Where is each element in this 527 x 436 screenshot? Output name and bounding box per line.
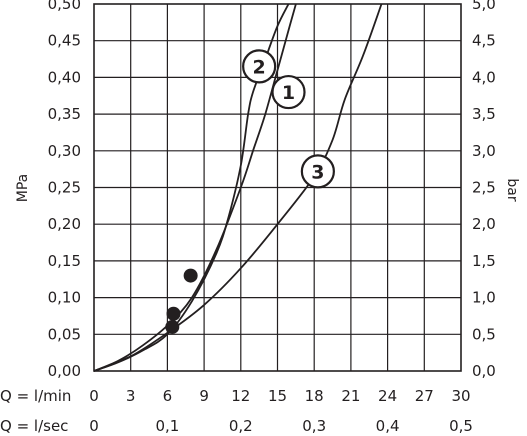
x-tick-primary: 12 (231, 387, 250, 405)
y-tick-right: 2,5 (472, 179, 496, 197)
y-tick-right: 1,5 (472, 252, 496, 270)
x-tick-primary: 24 (378, 387, 397, 405)
series-label-1: 1 (282, 82, 295, 104)
series-marker-1 (183, 268, 198, 283)
x-tick-primary: 30 (451, 387, 470, 405)
y-tick-left: 0,15 (48, 252, 81, 270)
y-tick-right: 0,5 (472, 325, 496, 343)
y-tick-left: 0,10 (48, 289, 81, 307)
series-line-1 (93, 3, 297, 372)
x-tick-secondary: 0,3 (302, 417, 326, 435)
y-axis-label-right: bar (504, 178, 520, 201)
x-tick-secondary: 0,4 (376, 417, 400, 435)
x-tick-primary: 21 (341, 387, 360, 405)
series-label-2: 2 (253, 56, 266, 78)
y-tick-left: 0,20 (48, 215, 81, 233)
series-callout-ring-2 (242, 49, 277, 84)
grid (94, 4, 461, 371)
y-tick-left: 0,50 (48, 0, 81, 13)
x-axis-label-primary: Q = l/min (0, 387, 71, 405)
series-line-3 (93, 3, 383, 372)
y-tick-left: 0,45 (48, 32, 81, 50)
y-tick-right: 4,5 (472, 32, 496, 50)
series-label-3: 3 (311, 161, 324, 183)
y-tick-right: 5,0 (472, 0, 496, 13)
y-tick-left: 0,00 (48, 362, 81, 380)
y-tick-left: 0,30 (48, 142, 81, 160)
x-tick-secondary: 0,1 (155, 417, 179, 435)
y-tick-left: 0,05 (48, 325, 81, 343)
x-tick-secondary: 0,5 (449, 417, 473, 435)
tick-labels: 0,000,050,100,150,200,250,300,350,400,45… (48, 0, 496, 435)
y-tick-right: 3,0 (472, 142, 496, 160)
y-tick-right: 1,0 (472, 289, 496, 307)
y-tick-right: 3,5 (472, 105, 496, 123)
series-marker-3 (165, 319, 180, 334)
x-tick-primary: 15 (268, 387, 287, 405)
x-tick-primary: 18 (305, 387, 324, 405)
series-callout-ring-3 (300, 154, 335, 189)
x-tick-primary: 27 (415, 387, 434, 405)
x-tick-primary: 6 (163, 387, 173, 405)
y-tick-right: 4,0 (472, 68, 496, 86)
x-tick-primary: 9 (199, 387, 209, 405)
y-axis-label-left: MPa (15, 174, 31, 202)
x-axis-label-secondary: Q = l/sec (0, 417, 68, 435)
y-tick-left: 0,35 (48, 105, 81, 123)
x-tick-secondary: 0 (89, 417, 99, 435)
y-tick-right: 2,0 (472, 215, 496, 233)
series-marker-2 (166, 306, 181, 321)
series-callouts: 12 3 (242, 49, 335, 189)
series-callout-ring-1 (271, 74, 306, 110)
x-tick-secondary: 0,2 (229, 417, 253, 435)
y-tick-left: 0,25 (48, 179, 81, 197)
plot-frame (93, 3, 462, 372)
x-tick-primary: 0 (89, 387, 99, 405)
series-markers (165, 268, 198, 334)
x-tick-primary: 3 (126, 387, 136, 405)
y-tick-left: 0,40 (48, 68, 81, 86)
y-tick-right: 0,0 (472, 362, 496, 380)
